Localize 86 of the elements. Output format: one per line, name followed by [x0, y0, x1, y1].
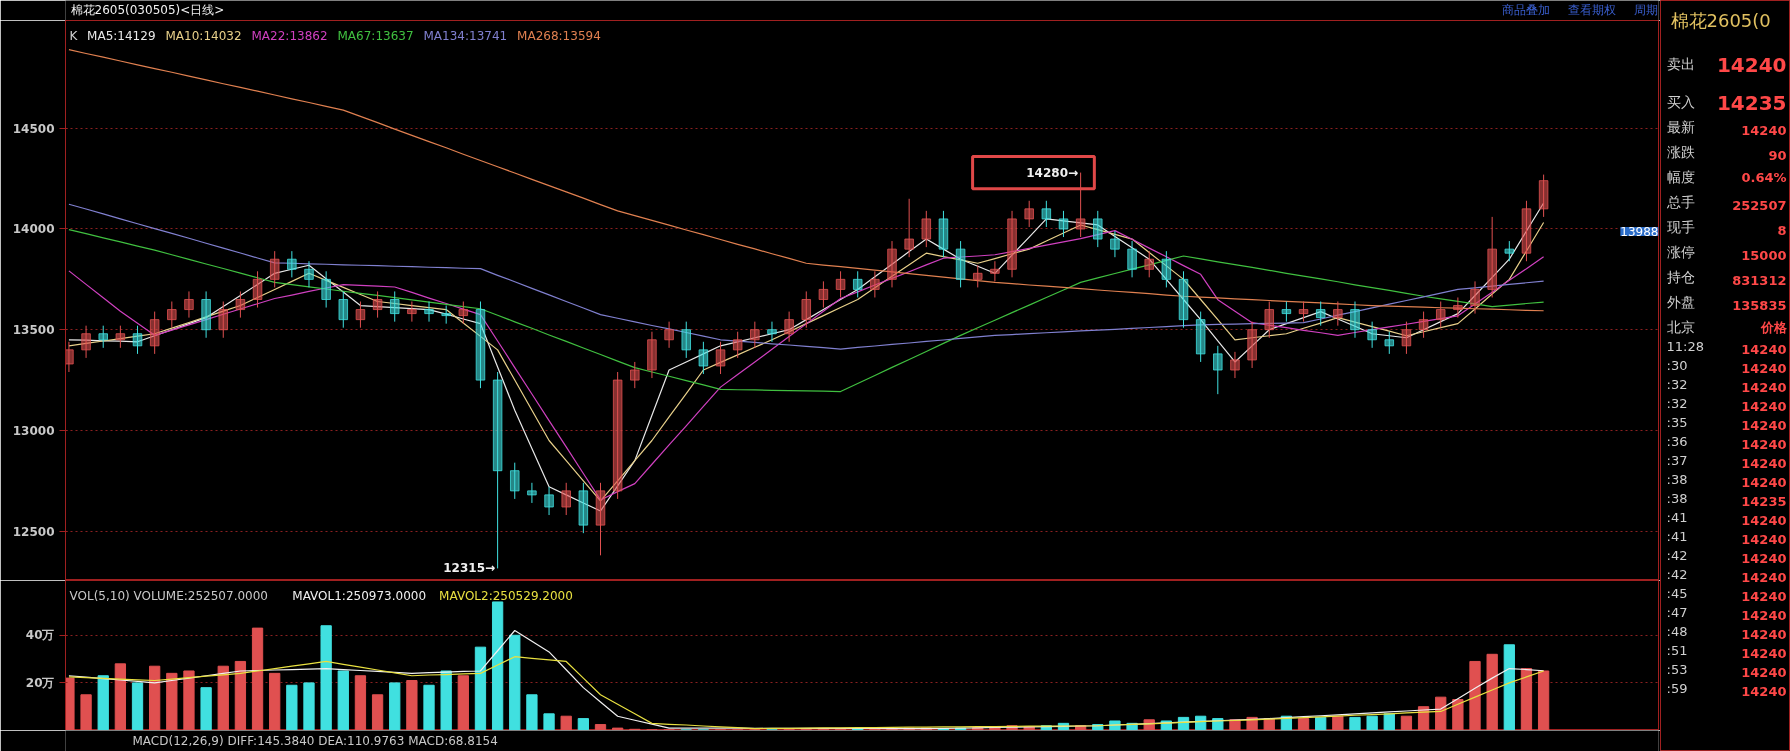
text: 14240 — [1741, 474, 1787, 490]
text: :38 — [1666, 490, 1688, 506]
text: 14240 — [1741, 436, 1787, 452]
text: MA22:13862 — [251, 28, 328, 43]
text: 90 — [1768, 147, 1787, 163]
text: MA134:13741 — [423, 28, 508, 43]
text: 13988 — [1620, 225, 1659, 239]
annotation: 14280→ — [1026, 165, 1079, 180]
text: 14240 — [1741, 569, 1787, 585]
text: 14240 — [1741, 417, 1787, 433]
text: 卖出 — [1666, 55, 1695, 72]
text: :30 — [1666, 357, 1688, 373]
text: 14235 — [1741, 493, 1787, 509]
annotation: VOL(5,10) VOLUME:252507.0000 — [69, 588, 268, 603]
text: :35 — [1666, 414, 1688, 430]
text: :59 — [1666, 680, 1688, 696]
text: 14235 — [1716, 90, 1787, 115]
text: MA5:14129 — [87, 28, 156, 43]
y-tick-label: 13500 — [12, 323, 55, 338]
text: :41 — [1666, 509, 1688, 525]
chart-title: 棉花2605(030505)<日线> — [70, 2, 225, 17]
text: 棉花2605(0 — [1670, 9, 1771, 31]
text: 14240 — [1741, 531, 1787, 547]
text: :37 — [1666, 452, 1688, 468]
y-tick-label: 14000 — [12, 222, 55, 237]
text: 北京 — [1666, 318, 1695, 335]
text: :36 — [1666, 433, 1688, 449]
text: 8 — [1777, 222, 1787, 238]
text: 14240 — [1741, 588, 1787, 604]
text: 15000 — [1741, 247, 1787, 263]
text: 14240 — [1741, 607, 1787, 623]
text: 14240 — [1741, 379, 1787, 395]
text: 14240 — [1741, 455, 1787, 471]
y-tick-label: 14500 — [12, 121, 55, 136]
text: 14240 — [1741, 122, 1787, 138]
text: 涨停 — [1666, 243, 1695, 260]
text: 14240 — [1741, 626, 1787, 642]
text: 商品叠加 — [1501, 2, 1550, 17]
y-tick-label: 40万 — [25, 628, 55, 643]
text: :41 — [1666, 528, 1688, 544]
text: :38 — [1666, 471, 1688, 487]
y-tick-label: 12500 — [12, 524, 55, 539]
text: 14240 — [1741, 645, 1787, 661]
text: :48 — [1666, 623, 1688, 639]
text: :42 — [1666, 566, 1688, 582]
text: 总手 — [1665, 193, 1695, 210]
text: 现手 — [1666, 218, 1695, 235]
annotation: K — [69, 28, 79, 43]
text: 14240 — [1716, 52, 1787, 77]
text: 幅度 — [1666, 168, 1695, 185]
text: 0.64% — [1741, 169, 1787, 185]
y-tick-label: 20万 — [25, 675, 55, 690]
text: 831312 — [1732, 272, 1787, 288]
text: :53 — [1666, 661, 1688, 677]
text: 外盘 — [1666, 293, 1695, 310]
text: 14240 — [1741, 550, 1787, 566]
text: 周期 — [1633, 2, 1658, 17]
text: MA10:14032 — [165, 28, 242, 43]
text: 135835 — [1732, 297, 1787, 313]
text: :45 — [1666, 585, 1688, 601]
text: MACD(12,26,9) DIFF:145.3840 DEA:110.9763 MACD:68.8154 — [132, 733, 498, 748]
text: 14240 — [1741, 664, 1787, 680]
text: :32 — [1666, 376, 1688, 392]
text: 14240 — [1741, 512, 1787, 528]
y-tick-label: 13000 — [12, 423, 55, 438]
text: 14240 — [1741, 341, 1787, 357]
annotation: 12315→ — [443, 561, 496, 576]
text: 持仓 — [1666, 268, 1695, 285]
text: MAVOL1:250973.0000 — [292, 588, 427, 603]
text: 14240 — [1741, 683, 1787, 699]
text: 买入 — [1666, 93, 1695, 110]
text: :32 — [1666, 395, 1688, 411]
text: 最新 — [1666, 118, 1695, 135]
text: 涨跌 — [1666, 143, 1695, 160]
text: MA67:13637 — [337, 28, 414, 43]
text: MAVOL2:250529.2000 — [439, 588, 573, 603]
text: 11:28 — [1666, 338, 1704, 354]
text: 14240 — [1741, 360, 1787, 376]
text: 价格 — [1759, 319, 1788, 335]
text: 查看期权 — [1567, 2, 1616, 17]
text: 252507 — [1732, 197, 1787, 213]
text: :51 — [1666, 642, 1688, 658]
text: MA268:13594 — [517, 28, 601, 43]
text: :42 — [1666, 547, 1688, 563]
text: :47 — [1666, 604, 1688, 620]
text: 14240 — [1741, 398, 1787, 414]
